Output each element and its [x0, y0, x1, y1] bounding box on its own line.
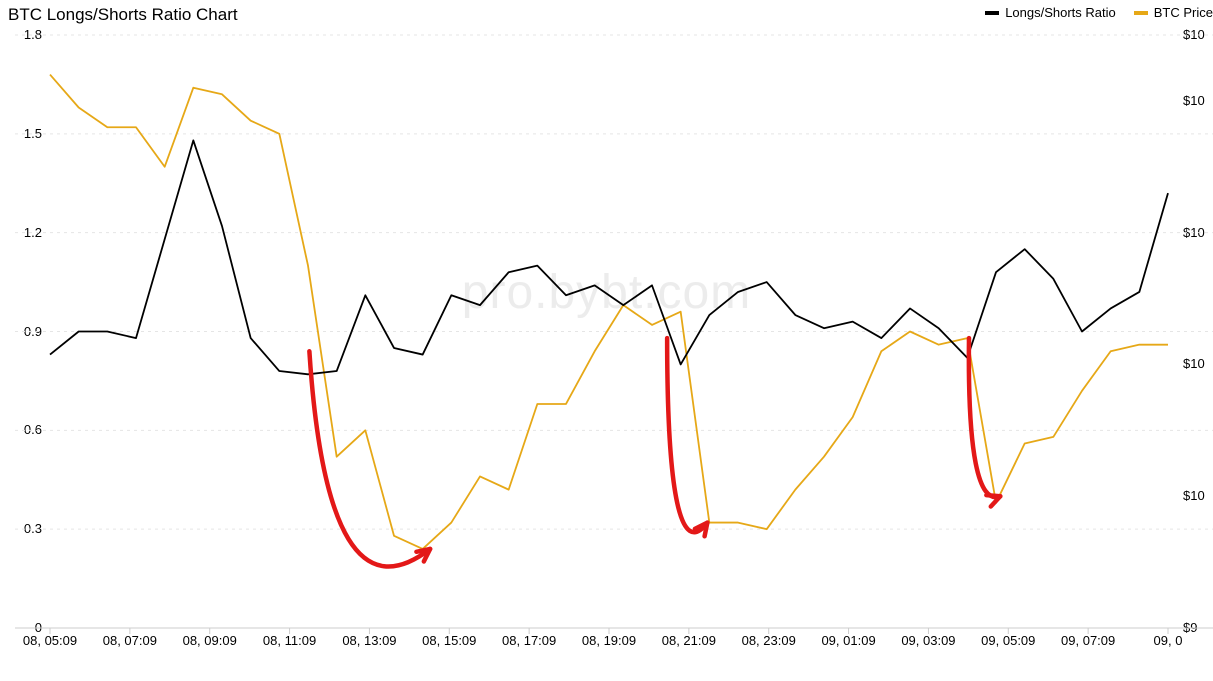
series-line: [50, 75, 1168, 549]
series-line: [50, 140, 1168, 374]
annotation-arrowhead: [986, 495, 1000, 506]
annotation-arrow: [309, 351, 430, 566]
annotation-arrow: [667, 338, 707, 532]
annotation-arrow: [969, 338, 1000, 497]
chart-svg: [0, 0, 1213, 681]
